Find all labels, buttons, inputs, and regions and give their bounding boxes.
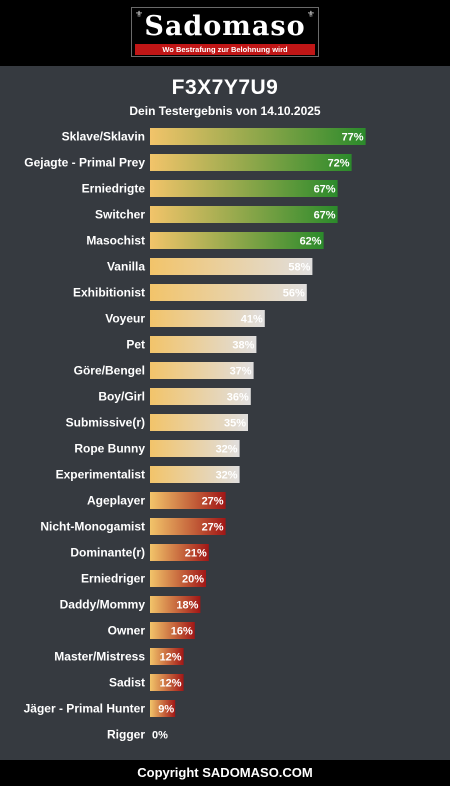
value-label: 32% [216,444,238,456]
results-bar-chart: Sklave/Sklavin 77% Gejagte - Primal Prey 72… [24,128,366,742]
category-label: Erniedrigte [82,182,146,196]
value-label: 27% [202,522,224,534]
category-label: Nicht-Monogamist [40,520,145,534]
category-label: Rope Bunny [74,442,145,456]
category-label: Dominante(r) [70,546,145,560]
result-bar [150,232,324,249]
category-label: Switcher [95,208,145,222]
logo-tagline: Wo Bestrafung zur Belohnung wird [135,44,315,55]
value-label: 32% [216,470,238,482]
result-bar [150,622,195,639]
category-label: Erniedriger [81,572,145,586]
value-label: 37% [230,366,252,378]
value-label: 67% [314,210,336,222]
category-label: Boy/Girl [98,390,145,404]
value-label: 21% [185,548,207,560]
result-bar [150,492,226,509]
value-label: 56% [283,288,305,300]
category-label: Ageplayer [87,494,145,508]
result-bar [150,284,307,301]
value-label: 62% [300,236,322,248]
result-bar [150,388,251,405]
value-label: 12% [160,678,182,690]
result-bar [150,180,338,197]
value-label: 67% [314,184,336,196]
category-label: Sklave/Sklavin [62,130,145,144]
value-label: 18% [176,600,198,612]
result-bar [150,128,366,145]
category-label: Sadist [109,676,145,690]
result-bar [150,336,257,353]
header: ⚜ ⚜ Sadomaso Wo Bestrafung zur Belohnung… [0,0,450,66]
category-label: Masochist [86,234,145,248]
category-label: Submissive(r) [66,416,145,430]
category-label: Exhibitionist [73,286,145,300]
value-label: 77% [342,132,364,144]
category-label: Rigger [107,728,145,742]
result-bar [150,258,313,275]
category-label: Pet [126,338,145,352]
result-bar [150,544,209,561]
value-label: 72% [328,158,350,170]
result-bar [150,466,240,483]
result-bar [150,206,338,223]
value-label: 27% [202,496,224,508]
category-label: Vanilla [107,260,145,274]
result-bar [150,518,226,535]
value-label: 0% [152,730,168,742]
footer: Copyright SADOMASO.COM [0,760,450,786]
result-bar [150,440,240,457]
result-bar [150,154,352,171]
value-label: 58% [288,262,310,274]
sadomaso-logo[interactable]: ⚜ ⚜ Sadomaso Wo Bestrafung zur Belohnung… [131,7,319,57]
result-subtitle: Dein Testergebnis von 14.10.2025 [129,104,321,118]
category-label: Experimentalist [56,468,145,482]
category-label: Master/Mistress [54,650,145,664]
result-bar [150,596,201,613]
value-label: 12% [160,652,182,664]
category-label: Daddy/Mommy [60,598,146,612]
value-label: 16% [171,626,193,638]
result-bar [150,674,184,691]
value-label: 36% [227,392,249,404]
category-label: Voyeur [105,312,145,326]
result-bar [150,414,248,431]
value-label: 35% [224,418,246,430]
result-code-title: F3X7Y7U9 [171,76,279,99]
result-bar [150,310,265,327]
value-label: 38% [232,340,254,352]
logo-text: Sadomaso [144,11,306,42]
result-bar [150,700,176,717]
fleur-ornament-icon: ⚜ [306,9,315,19]
result-bar [150,648,184,665]
value-label: 9% [158,704,174,716]
category-label: Gejagte - Primal Prey [24,156,145,170]
value-label: 41% [241,314,263,326]
fleur-ornament-icon: ⚜ [135,9,144,19]
result-bar [150,362,254,379]
category-label: Jäger - Primal Hunter [24,702,146,716]
category-label: Göre/Bengel [74,364,145,378]
value-label: 20% [182,574,204,586]
category-label: Owner [108,624,146,638]
footer-copyright: Copyright SADOMASO.COM [137,765,313,780]
result-bar [150,570,206,587]
